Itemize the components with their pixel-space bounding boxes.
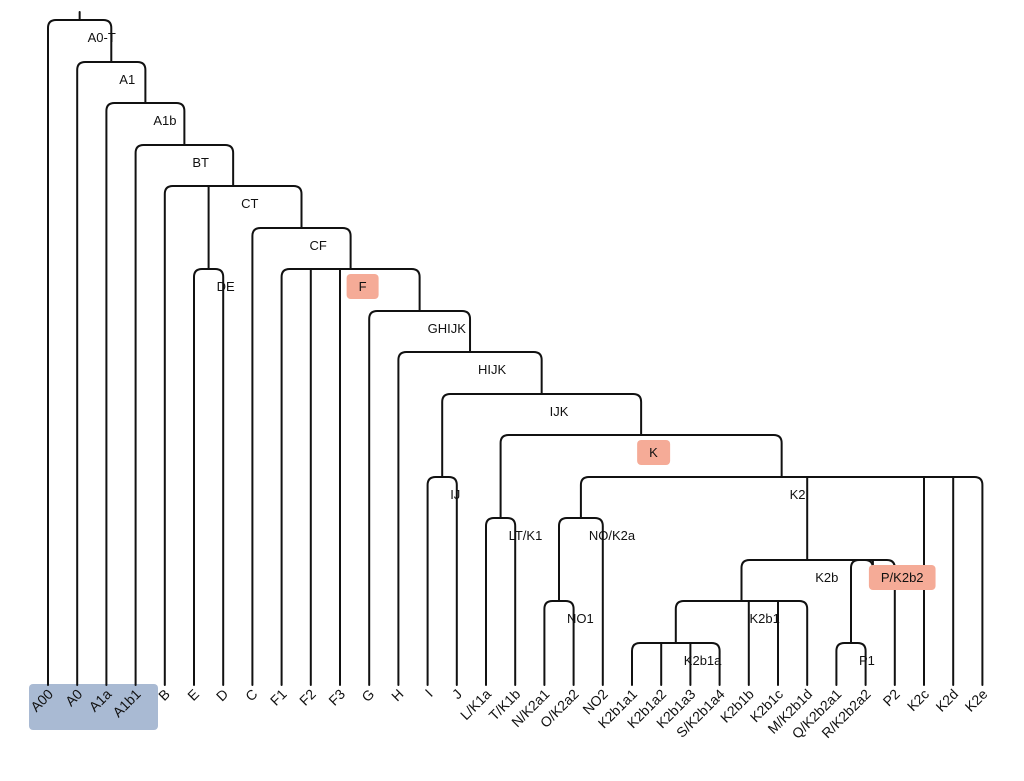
branch-k2b1a xyxy=(631,642,721,686)
node-label-text: HIJK xyxy=(478,362,507,377)
node-label-text: K2b1 xyxy=(750,611,780,626)
node-label-text: A1b xyxy=(153,113,176,128)
branch-ijk xyxy=(441,393,643,478)
leaf-label-e: E xyxy=(184,686,202,704)
node-label-text: LT/K1 xyxy=(509,528,543,543)
leaf-label-d: D xyxy=(213,686,231,704)
node-label-ct: CT xyxy=(241,196,258,211)
node-label-cf: CF xyxy=(310,238,327,253)
leaf-label-k2d: K2d xyxy=(932,686,961,715)
leaf-label-f1: F1 xyxy=(267,686,290,709)
branch-bt xyxy=(134,144,235,686)
branch-k2b xyxy=(740,559,874,602)
leaf-label-k2b1b: K2b1b xyxy=(717,686,757,726)
tree-branches xyxy=(47,11,984,686)
leaf-label-p2: P2 xyxy=(879,686,903,710)
branch-k2b1 xyxy=(674,600,809,686)
node-label-hijk: HIJK xyxy=(478,362,507,377)
node-label-text: K2 xyxy=(790,487,806,502)
node-label-no1: NO1 xyxy=(567,611,594,626)
branch-a1 xyxy=(76,61,147,686)
branch-hijk xyxy=(397,351,543,686)
node-label-de: DE xyxy=(217,279,235,294)
node-label-f: F xyxy=(346,274,379,299)
node-label-text: DE xyxy=(217,279,235,294)
node-label-k2: K2 xyxy=(790,487,806,502)
node-label-text: K2b xyxy=(815,570,838,585)
branch-k2 xyxy=(579,476,984,686)
branch-a1b xyxy=(105,102,186,686)
leaf-label-f2: F2 xyxy=(296,686,319,709)
node-label-k2b1: K2b1 xyxy=(750,611,780,626)
node-label-a1: A1 xyxy=(119,72,135,87)
node-label-text: P1 xyxy=(859,653,875,668)
node-label-text: K xyxy=(649,445,658,460)
branch-ct xyxy=(163,185,303,686)
branch-de xyxy=(193,268,225,686)
branch-p1 xyxy=(835,642,867,686)
node-label-text: NO1 xyxy=(567,611,594,626)
leaf-label-g: G xyxy=(358,686,377,705)
node-label-ghijk: GHIJK xyxy=(428,321,467,336)
leaf-group-highlight xyxy=(29,684,158,730)
node-label-lt_k1: LT/K1 xyxy=(509,528,543,543)
node-highlight-badge xyxy=(346,274,379,299)
node-label-text: A1 xyxy=(119,72,135,87)
node-label-text: IJ xyxy=(450,487,460,502)
node-label-ijk: IJK xyxy=(550,404,569,419)
node-label-text: A0-T xyxy=(88,30,116,45)
node-label-k2b1a: K2b1a xyxy=(684,653,722,668)
node-label-ij: IJ xyxy=(450,487,460,502)
node-label-a0-t: A0-T xyxy=(88,30,116,45)
node-label-text: IJK xyxy=(550,404,569,419)
branch-p_k2b2 xyxy=(850,559,896,686)
node-label-no_k2a: NO/K2a xyxy=(589,528,636,543)
node-label-text: GHIJK xyxy=(428,321,467,336)
node-highlight-badge xyxy=(868,565,936,590)
node-label-text: F xyxy=(359,279,367,294)
branch-a0-t xyxy=(47,19,113,686)
branch-no1 xyxy=(543,600,575,686)
leaf-label-k2c: K2c xyxy=(904,686,932,714)
node-labels: A0-TA1A1bBTCTDECFFGHIJKHIJKIJKIJKLT/K1K2… xyxy=(88,30,936,668)
leaf-label-i: I xyxy=(422,686,436,700)
node-label-text: CT xyxy=(241,196,258,211)
node-label-bt: BT xyxy=(192,155,209,170)
leaf-label-f3: F3 xyxy=(325,686,348,709)
node-label-a1b: A1b xyxy=(153,113,176,128)
node-label-text: K2b1a xyxy=(684,653,722,668)
node-label-k2b: K2b xyxy=(815,570,838,585)
leaf-label-l_k1a: L/K1a xyxy=(457,686,494,723)
branch-ghijk xyxy=(368,310,472,686)
branch-f xyxy=(280,268,421,686)
node-label-p_k2b2: P/K2b2 xyxy=(868,565,936,590)
leaf-label-c: C xyxy=(242,686,260,704)
node-label-text: CF xyxy=(310,238,327,253)
leaf-label-j: J xyxy=(449,686,465,702)
leaf-label-k2e: K2e xyxy=(962,686,991,715)
node-highlight-badge xyxy=(637,440,671,465)
node-label-text: P/K2b2 xyxy=(881,570,924,585)
branch-k xyxy=(499,434,783,519)
node-label-k: K xyxy=(637,440,671,465)
leaf-label-h: H xyxy=(388,686,406,704)
node-label-text: NO/K2a xyxy=(589,528,636,543)
node-label-p1: P1 xyxy=(859,653,875,668)
node-label-text: BT xyxy=(192,155,209,170)
branch-no_k2a xyxy=(558,517,604,686)
branch-lt_k1 xyxy=(485,517,517,686)
branch-cf xyxy=(251,227,352,686)
branch-ij xyxy=(426,476,458,686)
